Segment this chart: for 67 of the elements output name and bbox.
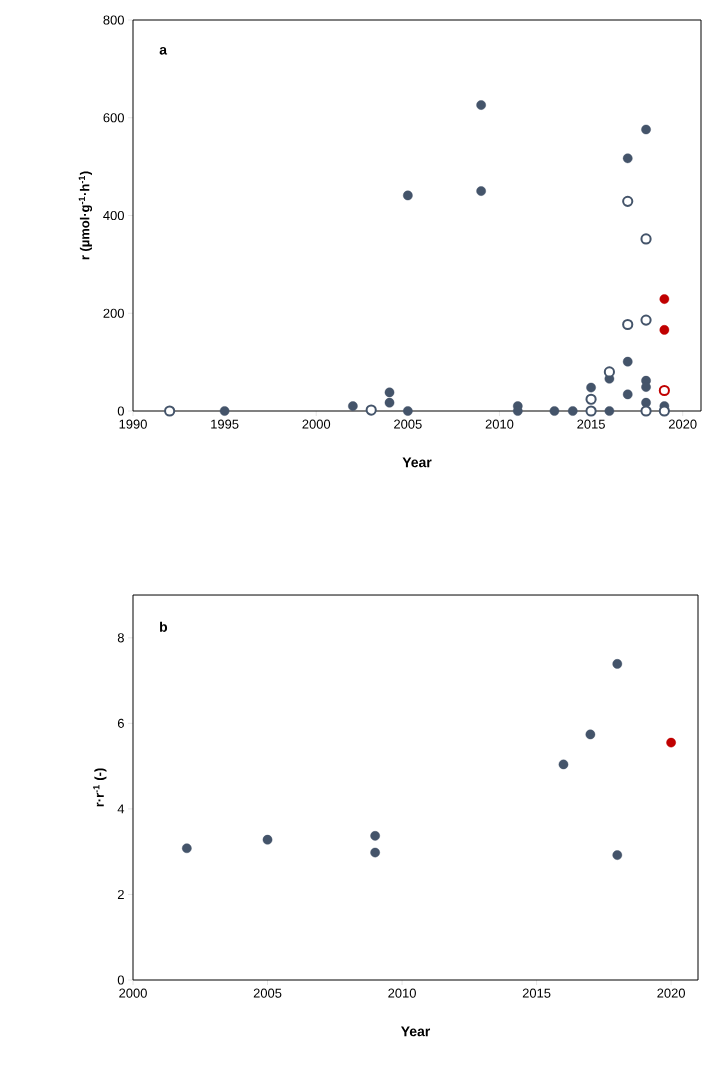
x-tick-label: 2020 bbox=[657, 988, 685, 998]
point bbox=[370, 847, 380, 858]
y-tick-label: 800 bbox=[103, 15, 124, 25]
y-tick-label: 6 bbox=[117, 718, 124, 728]
point bbox=[612, 850, 623, 860]
point bbox=[586, 382, 596, 393]
point bbox=[164, 405, 176, 417]
y-tick-label: 2 bbox=[117, 889, 124, 899]
x-tick-label: 2000 bbox=[119, 988, 147, 998]
y-tick-label: 400 bbox=[103, 210, 124, 221]
y-tick-label: 0 bbox=[117, 406, 124, 416]
point bbox=[641, 397, 651, 408]
point bbox=[612, 659, 623, 669]
x-tick-label: 1995 bbox=[211, 419, 239, 429]
point bbox=[365, 404, 377, 416]
point bbox=[585, 405, 597, 417]
point bbox=[549, 406, 560, 416]
point bbox=[384, 387, 395, 398]
x-tick-label: 2000 bbox=[302, 419, 331, 429]
x-axis-title: Year bbox=[402, 457, 432, 468]
x-tick-label: 2020 bbox=[668, 419, 697, 429]
point bbox=[476, 100, 486, 110]
y-tick-label: 8 bbox=[117, 633, 124, 643]
x-tick-label: 2010 bbox=[388, 988, 416, 998]
point bbox=[384, 397, 395, 408]
x-tick-label: 2015 bbox=[577, 419, 605, 429]
text: r·r$^{-1}$ (-) bbox=[93, 768, 107, 807]
point bbox=[476, 186, 486, 196]
point bbox=[348, 401, 358, 411]
point bbox=[403, 190, 413, 201]
point bbox=[370, 831, 380, 841]
x-axis-title: Year bbox=[401, 1026, 431, 1037]
x-tick-label: 2010 bbox=[485, 419, 514, 429]
text: r (µmol·g$^{-1}$·h$^{-1}$) bbox=[78, 171, 93, 260]
x-tick-label: 2015 bbox=[522, 988, 551, 998]
point bbox=[640, 314, 652, 326]
point bbox=[641, 124, 651, 135]
text: b bbox=[160, 621, 168, 632]
point bbox=[558, 759, 569, 770]
y-tick-label: 200 bbox=[103, 308, 124, 318]
point bbox=[659, 294, 670, 304]
x-tick-label: 2005 bbox=[394, 419, 422, 429]
point bbox=[659, 325, 670, 335]
point bbox=[622, 389, 633, 400]
y-tick-label: 4 bbox=[117, 804, 125, 814]
point bbox=[622, 356, 633, 367]
point bbox=[604, 406, 615, 416]
point bbox=[403, 406, 413, 416]
text: a bbox=[159, 46, 168, 55]
point bbox=[622, 318, 634, 331]
point bbox=[622, 153, 633, 164]
y-tick-label: 600 bbox=[103, 113, 124, 123]
point bbox=[262, 834, 273, 845]
point bbox=[585, 729, 596, 740]
point bbox=[182, 843, 192, 854]
x-tick-label: 1990 bbox=[119, 419, 147, 429]
point bbox=[658, 384, 670, 397]
point bbox=[585, 393, 597, 405]
point bbox=[641, 382, 651, 392]
point bbox=[622, 195, 634, 207]
point bbox=[666, 737, 676, 748]
point bbox=[567, 406, 578, 416]
point bbox=[640, 233, 652, 245]
point bbox=[219, 406, 230, 416]
x-tick-label: 2005 bbox=[253, 988, 282, 998]
y-tick-label: 0 bbox=[117, 975, 124, 985]
point bbox=[640, 405, 652, 417]
